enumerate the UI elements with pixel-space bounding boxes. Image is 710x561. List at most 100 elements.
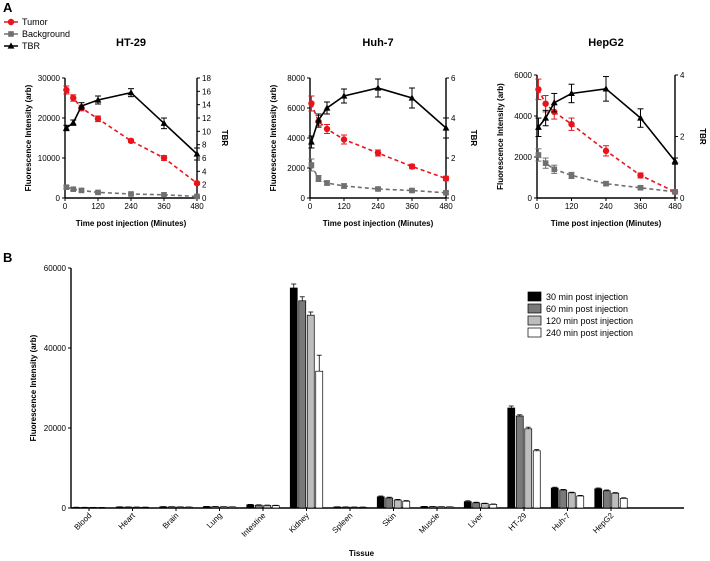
- x-tick-label: Kidney: [287, 511, 311, 535]
- x-tick-label: 360: [157, 202, 171, 211]
- y-tick-label: 40000: [44, 344, 67, 353]
- x-tick-label: 360: [634, 202, 648, 211]
- legend-marker-tumor: [7, 18, 15, 26]
- bar: [202, 506, 211, 509]
- x-tick-label: HT-29: [507, 511, 529, 533]
- data-point-background: [194, 193, 200, 200]
- data-point-tbr: [442, 124, 450, 131]
- data-point-tbr: [535, 123, 542, 130]
- y-tick-label: 2000: [514, 153, 532, 162]
- bar: [254, 504, 263, 509]
- x-tick-label: Spleen: [330, 511, 354, 535]
- data-point-background: [637, 184, 644, 191]
- y2-tick-label: 0: [680, 194, 685, 203]
- data-point-tbr: [62, 124, 70, 131]
- series-line-tbr: [310, 87, 447, 143]
- y2-tick-label: 4: [680, 71, 685, 80]
- data-point-tumor: [374, 149, 382, 157]
- legend-swatch: [527, 315, 542, 326]
- y2-axis-label: TBR: [220, 130, 229, 147]
- y2-tick-label: 2: [202, 181, 207, 190]
- legend-panel-a: Tumor Background TBR: [4, 17, 70, 51]
- bar-group-spleen: Spleen: [330, 506, 367, 535]
- bar-chart-tissue: 0 20000 40000 60000 Fluorescence Intensity (…: [29, 264, 684, 558]
- x-tick-label: Brain: [161, 511, 181, 531]
- y-tick-label: 20000: [38, 114, 61, 123]
- y2-tick-label: 2: [680, 133, 685, 142]
- y2-tick-label: 14: [202, 101, 211, 110]
- panel-label-b: B: [3, 250, 12, 265]
- y2-tick-label: 2: [451, 154, 456, 163]
- series-background: [308, 158, 449, 196]
- bar-group-hepg2: HepG2: [591, 487, 628, 535]
- data-point-tbr: [374, 84, 382, 91]
- x-tick-label: 120: [91, 202, 105, 211]
- bar: [263, 505, 272, 509]
- data-point-tbr: [315, 116, 322, 123]
- data-point-tbr: [127, 89, 135, 96]
- data-point-background: [375, 186, 381, 192]
- bar-group-muscle: Muscle: [417, 505, 454, 535]
- bar: [480, 503, 489, 509]
- x-tick-label: 240: [371, 202, 385, 211]
- legend-swatch: [527, 327, 542, 338]
- bar: [306, 314, 315, 509]
- bar: [315, 370, 324, 509]
- data-point-background: [551, 166, 558, 173]
- y2-tick-label: 6: [451, 74, 456, 83]
- x-tick-label: Huh-7: [550, 511, 572, 533]
- bar: [472, 502, 481, 509]
- x-axis-label: Time post injection (Minutes): [551, 219, 662, 228]
- data-point-tbr: [94, 96, 102, 103]
- bar-group-ht-29: HT-29: [507, 405, 541, 533]
- y2-tick-label: 0: [451, 194, 456, 203]
- data-point-tumor: [127, 137, 135, 144]
- x-tick-label: 360: [405, 202, 419, 211]
- x-tick-label: Heart: [117, 511, 138, 532]
- data-point-background: [78, 187, 85, 194]
- bar-group-blood: Blood: [72, 506, 106, 532]
- data-point-tbr: [602, 85, 610, 92]
- x-tick-label: 0: [63, 202, 68, 211]
- data-point-background: [70, 186, 77, 192]
- legend-label: 60 min post injection: [546, 304, 628, 314]
- bar: [550, 487, 559, 509]
- y2-tick-label: 16: [202, 87, 211, 96]
- y-tick-label: 0: [528, 194, 533, 203]
- bar: [507, 407, 516, 509]
- x-tick-label: 480: [439, 202, 453, 211]
- data-point-tbr: [671, 157, 679, 164]
- x-tick-label: 120: [565, 202, 579, 211]
- data-point-tbr: [550, 99, 558, 106]
- bar: [515, 415, 524, 509]
- line-chart-1: Huh-7 0 2000 4000 6000 8000 0 2 4 6 0 120 240 360 480 T…: [269, 37, 478, 228]
- y-axis-label: Fluorescence Intensity (arb): [496, 83, 505, 190]
- data-point-tbr: [340, 92, 348, 99]
- y-tick-label: 60000: [44, 264, 67, 273]
- data-point-tbr: [637, 114, 644, 121]
- x-tick-label: Intestine: [240, 511, 268, 539]
- legend-marker-tbr: [7, 42, 15, 49]
- legend-label: 30 min post injection: [546, 292, 628, 302]
- y-tick-label: 0: [301, 194, 306, 203]
- data-point-background: [308, 162, 315, 168]
- bar: [602, 490, 611, 509]
- x-tick-label: 480: [668, 202, 682, 211]
- data-point-tumor: [340, 136, 348, 143]
- bar: [576, 495, 585, 509]
- data-point-background: [443, 189, 449, 196]
- series-line-tbr: [65, 91, 198, 155]
- y2-tick-label: 10: [202, 127, 211, 136]
- panel-label-a: A: [3, 0, 13, 15]
- x-tick-label: Blood: [73, 511, 94, 532]
- bar: [376, 496, 385, 509]
- data-point-background: [95, 189, 101, 196]
- y-axis-label: Fluorescence Intensity (arb): [24, 84, 33, 191]
- y-tick-label: 6000: [514, 71, 532, 80]
- bar: [298, 300, 307, 509]
- series-tbr: [535, 76, 679, 165]
- y2-tick-label: 18: [202, 74, 211, 83]
- bar-group-intestine: Intestine: [240, 503, 280, 539]
- y-tick-label: 4000: [514, 112, 532, 121]
